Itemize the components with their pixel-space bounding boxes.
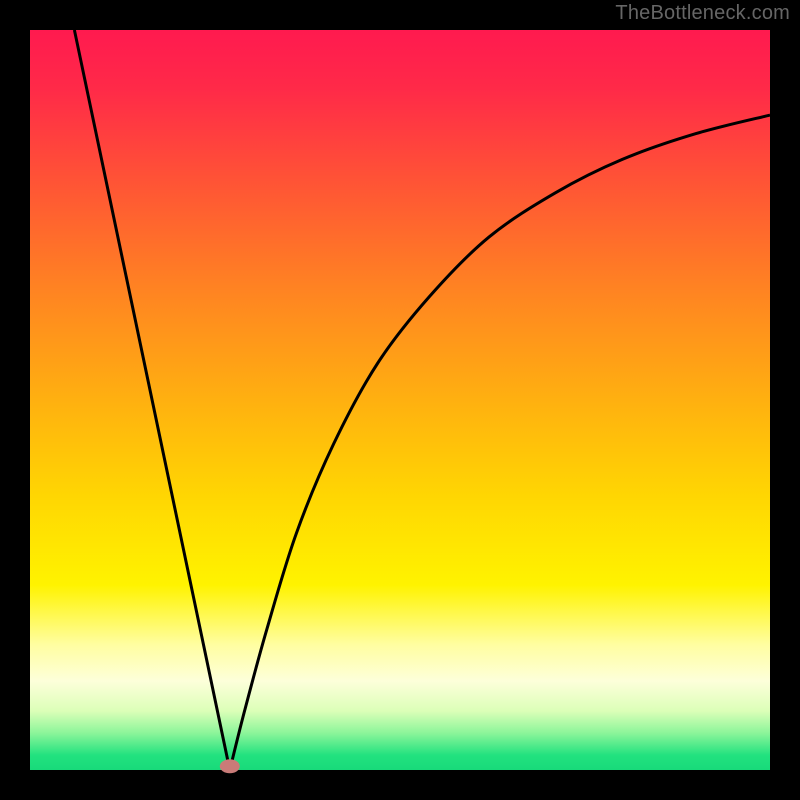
watermark-text: TheBottleneck.com	[615, 2, 790, 25]
chart-frame: TheBottleneck.com	[0, 0, 800, 800]
bottleneck-chart	[0, 0, 800, 800]
chart-background	[30, 30, 770, 770]
minimum-marker	[220, 759, 240, 773]
